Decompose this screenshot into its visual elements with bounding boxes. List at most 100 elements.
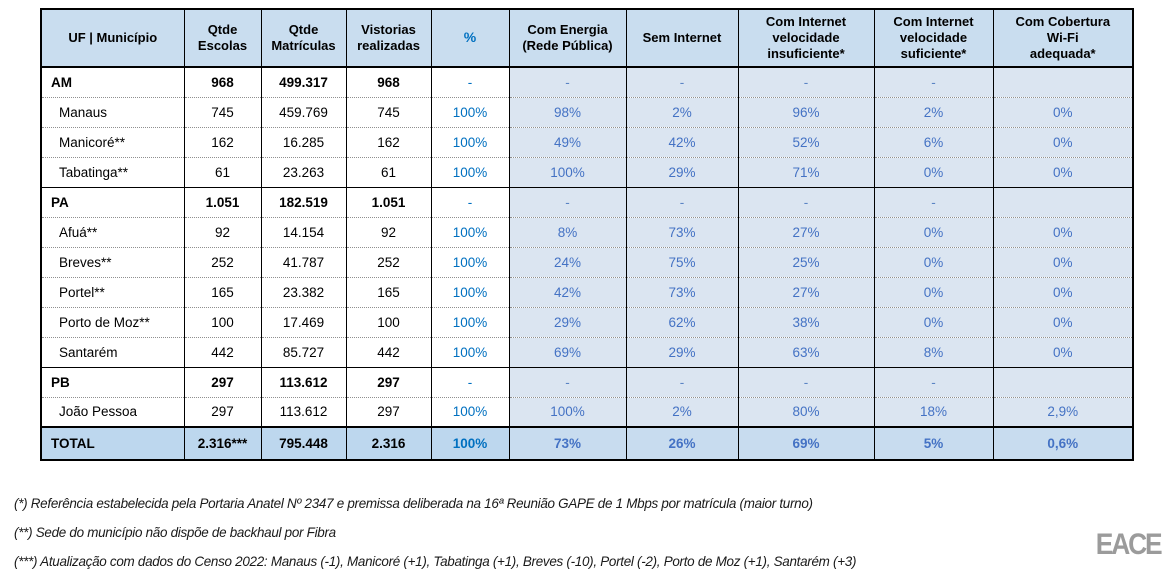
column-header-sem-internet: Sem Internet — [625, 9, 738, 68]
table-cell: 100 — [345, 306, 431, 337]
table-cell: 745 — [183, 96, 261, 127]
table-row: Afuá** 92 14.154 92 100% 8% 73% 27% 0% 0% — [41, 216, 1133, 247]
table-cell: 0% — [992, 276, 1133, 307]
table-cell: 745 — [345, 96, 431, 127]
table-cell: 0% — [873, 276, 993, 307]
table-cell: 73% — [508, 426, 626, 460]
table-row: Portel** 165 23.382 165 100% 42% 73% 27% 0% 0% — [41, 276, 1133, 307]
table-cell: 100% — [430, 156, 509, 187]
table-cell: 0% — [873, 246, 993, 277]
table-cell: 49% — [508, 126, 626, 157]
table-cell: 0% — [873, 216, 993, 247]
table-cell — [992, 186, 1133, 217]
table-cell: 80% — [737, 396, 874, 427]
table-cell: 795.448 — [260, 426, 346, 460]
table-cell: TOTAL — [41, 426, 184, 460]
table-row: João Pessoa 297 113.612 297 100% 100% 2% 80% 18%… — [41, 396, 1133, 427]
table-cell: 29% — [625, 336, 738, 367]
table-cell: - — [873, 186, 993, 217]
footnote-backhaul-fibra: (**) Sede do município não dispõe de bac… — [14, 524, 336, 540]
table-cell: 1.051 — [345, 186, 431, 217]
table-row: TOTAL 2.316*** 795.448 2.316 100% 73% 26% 69% 5%… — [41, 426, 1133, 460]
table-cell: 2% — [625, 396, 738, 427]
table-cell: 1.051 — [183, 186, 261, 217]
table-cell: - — [625, 66, 738, 97]
table-cell: 252 — [345, 246, 431, 277]
table-cell: 63% — [737, 336, 874, 367]
table-row: PB 297 113.612 297- - - - - — [41, 366, 1133, 397]
table-cell: 2% — [625, 96, 738, 127]
table-cell: - — [737, 366, 874, 397]
table-cell: 61 — [345, 156, 431, 187]
table-cell: Santarém — [41, 336, 184, 367]
column-header-uf-municipio: UF | Município — [41, 9, 184, 68]
table-cell: 0% — [992, 96, 1133, 127]
table-cell: 165 — [345, 276, 431, 307]
table-cell: 0% — [992, 336, 1133, 367]
table-cell: 61 — [183, 156, 261, 187]
table-cell: João Pessoa — [41, 396, 184, 427]
table-cell: 73% — [625, 276, 738, 307]
table-cell: 23.382 — [260, 276, 346, 307]
table-cell: 16.285 — [260, 126, 346, 157]
table-row: Porto de Moz** 100 17.469 100 100% 29% 62% 38% 0… — [41, 306, 1133, 337]
table-cell: 297 — [345, 366, 431, 397]
column-header-internet-insuficiente: Com Internet velocidade insuficiente* — [737, 9, 874, 68]
table-row: Tabatinga** 61 23.263 61 100% 100% 29% 71% 0% 0% — [41, 156, 1133, 187]
table-cell: 100% — [430, 246, 509, 277]
column-header-com-energia: Com Energia (Rede Pública) — [508, 9, 626, 68]
table-cell: 8% — [508, 216, 626, 247]
table-cell: 165 — [183, 276, 261, 307]
table-cell: 26% — [625, 426, 738, 460]
table-row: Manicoré** 162 16.285 162 100% 49% 42% 52% 6% 0% — [41, 126, 1133, 157]
table-cell: 0% — [992, 246, 1133, 277]
table-cell: 968 — [183, 66, 261, 97]
table-cell: 252 — [183, 246, 261, 277]
column-header-wifi-adequada: Com Cobertura Wi-Fi adequada* — [992, 9, 1133, 68]
table-cell: 162 — [183, 126, 261, 157]
table-cell: - — [737, 186, 874, 217]
table-cell: 100% — [430, 426, 509, 460]
table-cell: 52% — [737, 126, 874, 157]
table-cell: 71% — [737, 156, 874, 187]
table-cell: 2.316*** — [183, 426, 261, 460]
column-header-vistorias-realizadas: Vistorias realizadas — [345, 9, 431, 68]
table-cell: 29% — [625, 156, 738, 187]
table-cell: 100% — [430, 96, 509, 127]
table-cell: 69% — [737, 426, 874, 460]
table-cell: 42% — [508, 276, 626, 307]
table-cell: - — [508, 66, 626, 97]
footnotes: (*) Referência estabelecida pela Portari… — [14, 489, 1014, 576]
inspection-summary-table: UF | Município Qtde Escolas Qtde Matrícu… — [40, 8, 1134, 461]
table-cell: 98% — [508, 96, 626, 127]
table-cell: 24% — [508, 246, 626, 277]
table-cell: Porto de Moz** — [41, 306, 184, 337]
table-row: Santarém 442 85.727 442 100% 69% 29% 63% 8% 0% — [41, 336, 1133, 367]
column-header-qtde-escolas: Qtde Escolas — [183, 9, 261, 68]
table-cell: 8% — [873, 336, 993, 367]
table-cell: 0% — [873, 156, 993, 187]
table-cell: - — [737, 66, 874, 97]
table-cell: 75% — [625, 246, 738, 277]
table-cell: - — [625, 366, 738, 397]
column-header-internet-suficiente: Com Internet velocidade suficiente* — [873, 9, 993, 68]
footnote-anatel-reference: (*) Referência estabelecida pela Portari… — [14, 495, 813, 511]
table-cell: 0% — [992, 216, 1133, 247]
table-cell: PA — [41, 186, 184, 217]
table-header-row: UF | Município Qtde Escolas Qtde Matrícu… — [41, 9, 1133, 68]
table-row: AM 968 499.317 968- - - - - — [41, 66, 1133, 97]
table-cell: 442 — [183, 336, 261, 367]
table-cell: - — [508, 186, 626, 217]
table-cell: 42% — [625, 126, 738, 157]
table-cell: 92 — [345, 216, 431, 247]
table-cell: 297 — [183, 366, 261, 397]
table-cell: 0% — [992, 306, 1133, 337]
table-cell: 968 — [345, 66, 431, 97]
table-cell — [992, 66, 1133, 97]
table-cell: 27% — [737, 216, 874, 247]
table-cell: - — [625, 186, 738, 217]
table-cell: 2% — [873, 96, 993, 127]
table-cell: 0% — [992, 126, 1133, 157]
table-cell: 0% — [992, 156, 1133, 187]
table-cell: 113.612 — [260, 366, 346, 397]
